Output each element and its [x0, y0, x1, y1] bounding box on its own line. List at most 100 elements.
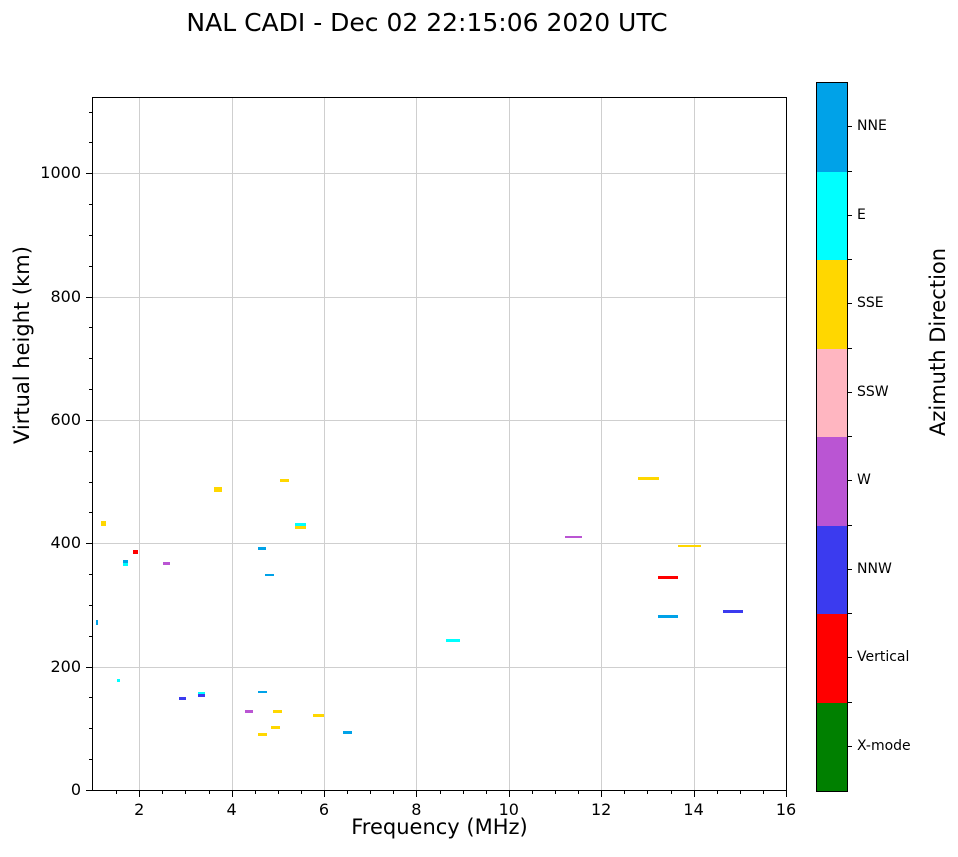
y-tick-label-600: 600 [50, 409, 81, 429]
y-minor-tick [89, 265, 93, 267]
data-point-SSE [677, 545, 701, 548]
data-point-SSE [270, 726, 280, 730]
x-minor-tick [116, 790, 118, 794]
gridline-x-14 [693, 98, 695, 790]
y-minor-tick [89, 111, 93, 113]
x-minor-tick [393, 790, 395, 794]
y-minor-tick [89, 697, 93, 699]
colorbar-segment-NNE [817, 83, 847, 172]
colorbar [816, 82, 848, 792]
gridline-x-12 [601, 98, 603, 790]
x-minor-tick [670, 790, 672, 794]
x-tick-label-6: 6 [318, 800, 330, 819]
data-point-E [117, 679, 121, 683]
x-minor-tick [162, 790, 164, 794]
data-point-NNW [197, 694, 205, 698]
data-point-SSE [101, 521, 107, 527]
x-minor-tick [347, 790, 349, 794]
data-point-Vertical [132, 549, 138, 554]
x-tick-6 [324, 790, 325, 797]
colorbar-label-E: E [857, 206, 866, 223]
colorbar-tick-X-mode [847, 745, 852, 747]
colorbar-label-Vertical: Vertical [857, 649, 910, 666]
x-tick-label-4: 4 [226, 800, 237, 819]
colorbar-boundary-tick [847, 524, 852, 526]
y-minor-tick [89, 481, 93, 483]
data-point-NNE [258, 547, 267, 551]
y-tick-600 [86, 419, 93, 421]
y-minor-tick [89, 728, 93, 730]
x-tick-label-12: 12 [591, 800, 612, 819]
x-tick-label-2: 2 [134, 800, 145, 819]
colorbar-boundary-tick [847, 701, 852, 703]
data-point-E [123, 563, 129, 567]
x-minor-tick [370, 790, 372, 794]
gridline-y-1000 [93, 173, 786, 175]
y-tick-label-200: 200 [50, 656, 81, 676]
colorbar-segment-SSW [817, 348, 847, 437]
data-point-W [162, 562, 170, 566]
data-point-NNE [264, 574, 274, 577]
data-point-NNW [722, 610, 743, 614]
y-tick-1000 [86, 173, 93, 175]
x-minor-tick [277, 790, 279, 794]
colorbar-label-NNW: NNW [857, 560, 892, 577]
plot-area-frame [92, 97, 787, 791]
x-tick-4 [231, 790, 233, 797]
colorbar-segment-X-mode [817, 702, 847, 791]
x-tick-label-16: 16 [775, 800, 797, 819]
x-tick-12 [601, 790, 603, 797]
data-point-NNE [96, 619, 99, 625]
x-tick-14 [693, 790, 695, 797]
colorbar-boundary-tick [847, 259, 852, 260]
gridline-x-4 [231, 98, 233, 790]
y-minor-tick [89, 512, 93, 514]
x-minor-tick [462, 790, 464, 794]
data-point-NNE [123, 560, 129, 564]
y-minor-tick [89, 142, 93, 144]
gridline-x-2 [139, 98, 141, 790]
x-minor-tick [531, 790, 533, 794]
colorbar-tick-SSE [847, 303, 852, 305]
gridline-y-600 [93, 419, 786, 421]
x-minor-tick [185, 790, 187, 794]
x-minor-tick [254, 790, 256, 794]
colorbar-label-SSE: SSE [857, 295, 884, 312]
x-minor-tick [624, 790, 626, 794]
x-minor-tick [739, 790, 741, 794]
y-tick-label-400: 400 [50, 533, 81, 553]
y-minor-tick [89, 450, 93, 452]
colorbar-segment-SSE [817, 260, 847, 349]
x-minor-tick [555, 790, 556, 794]
gridline-x-10 [508, 98, 510, 790]
x-minor-tick [439, 790, 441, 794]
x-tick-10 [508, 790, 510, 797]
colorbar-label-X-mode: X-mode [857, 737, 911, 754]
colorbar-segment-E [817, 171, 847, 260]
colorbar-label-NNE: NNE [857, 118, 887, 135]
x-minor-tick [762, 790, 764, 794]
x-minor-tick [208, 790, 210, 794]
chart-title: NAL CADI - Dec 02 22:15:06 2020 UTC [186, 8, 668, 37]
colorbar-tick-SSW [847, 391, 852, 393]
data-point-SSE [294, 525, 306, 529]
gridline-y-200 [93, 666, 786, 668]
data-point-E [445, 639, 460, 643]
x-tick-8 [416, 790, 418, 797]
colorbar-segment-W [817, 437, 847, 526]
colorbar-boundary-tick [847, 170, 852, 172]
x-axis-label: Frequency (MHz) [351, 815, 528, 839]
data-point-SSE [214, 487, 223, 493]
colorbar-boundary-tick [847, 436, 852, 437]
data-point-E [294, 522, 306, 526]
x-tick-2 [139, 790, 141, 797]
colorbar-segment-NNW [817, 525, 847, 614]
colorbar-boundary-tick [847, 613, 852, 614]
colorbar-segment-Vertical [817, 614, 847, 703]
gridline-y-400 [93, 543, 786, 545]
y-minor-tick [89, 234, 93, 236]
y-minor-tick [89, 389, 93, 391]
colorbar-label-SSW: SSW [857, 383, 889, 400]
x-tick-label-8: 8 [411, 800, 422, 819]
